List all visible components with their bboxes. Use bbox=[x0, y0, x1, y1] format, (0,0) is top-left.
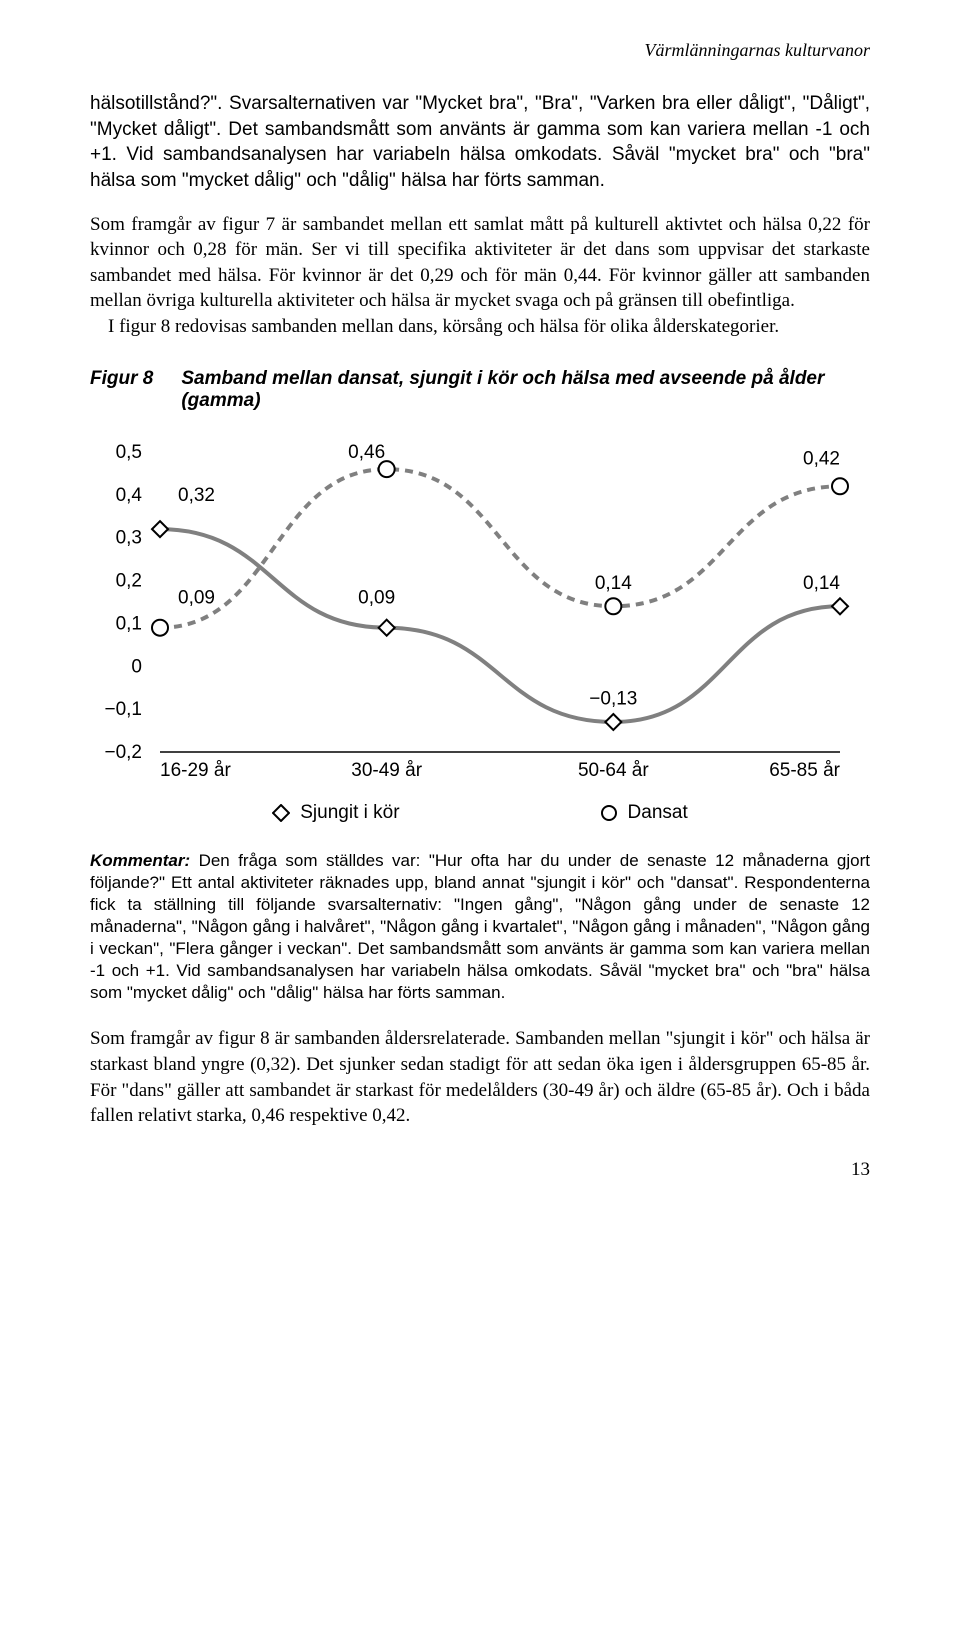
body-paragraph-1b: I figur 8 redovisas sambanden mellan dan… bbox=[90, 314, 870, 340]
legend-label-dansat: Dansat bbox=[628, 802, 688, 824]
figure-number: Figur 8 bbox=[90, 368, 153, 412]
svg-text:0,42: 0,42 bbox=[803, 448, 840, 469]
intro-paragraph-sans: hälsotillstånd?". Svarsalternativen var … bbox=[90, 91, 870, 194]
svg-text:0: 0 bbox=[131, 656, 142, 677]
page-number: 13 bbox=[90, 1159, 870, 1181]
svg-text:0,09: 0,09 bbox=[358, 587, 395, 608]
circle-icon bbox=[600, 804, 618, 822]
svg-text:0,09: 0,09 bbox=[178, 587, 215, 608]
diamond-icon bbox=[272, 804, 290, 822]
figure-comment: Kommentar: Den fråga som ställdes var: "… bbox=[90, 850, 870, 1005]
svg-text:0,4: 0,4 bbox=[116, 485, 143, 506]
svg-text:−0,13: −0,13 bbox=[589, 688, 637, 709]
svg-text:−0,1: −0,1 bbox=[104, 699, 142, 720]
body-paragraph-1: Som framgår av figur 7 är sambandet mell… bbox=[90, 212, 870, 315]
legend-label-sjungit: Sjungit i kör bbox=[300, 802, 399, 824]
svg-text:0,5: 0,5 bbox=[116, 442, 142, 463]
figure-caption-row: Figur 8 Samband mellan dansat, sjungit i… bbox=[90, 368, 870, 412]
svg-text:0,2: 0,2 bbox=[116, 570, 142, 591]
svg-text:0,32: 0,32 bbox=[178, 485, 215, 506]
figure-title: Samband mellan dansat, sjungit i kör och… bbox=[181, 368, 870, 412]
body-paragraph-end: Som framgår av figur 8 är sambanden ålde… bbox=[90, 1026, 870, 1129]
svg-text:65-85 år: 65-85 år bbox=[769, 760, 840, 781]
svg-text:0,14: 0,14 bbox=[803, 573, 840, 594]
svg-text:−0,2: −0,2 bbox=[104, 742, 142, 763]
svg-text:0,14: 0,14 bbox=[595, 573, 632, 594]
svg-text:50-64 år: 50-64 år bbox=[578, 760, 649, 781]
svg-text:30-49 år: 30-49 år bbox=[351, 760, 422, 781]
legend-item-dansat: Dansat bbox=[600, 802, 688, 824]
comment-label: Kommentar: bbox=[90, 851, 190, 870]
chart-svg: 0,5 0,4 0,3 0,2 0,1 0 −0,1 −0,2 16-29 år 30-49 år… bbox=[90, 432, 870, 792]
chart-legend: Sjungit i kör Dansat bbox=[90, 802, 870, 824]
svg-text:16-29 år: 16-29 år bbox=[160, 760, 231, 781]
legend-item-sjungit: Sjungit i kör bbox=[272, 802, 399, 824]
svg-text:0,3: 0,3 bbox=[116, 527, 142, 548]
svg-text:0,1: 0,1 bbox=[116, 613, 142, 634]
figure8-chart: 0,5 0,4 0,3 0,2 0,1 0 −0,1 −0,2 16-29 år 30-49 år… bbox=[90, 432, 870, 792]
comment-text: Den fråga som ställdes var: "Hur ofta ha… bbox=[90, 851, 870, 1003]
svg-text:0,46: 0,46 bbox=[348, 442, 385, 463]
running-title: Värmlänningarnas kulturvanor bbox=[90, 40, 870, 61]
